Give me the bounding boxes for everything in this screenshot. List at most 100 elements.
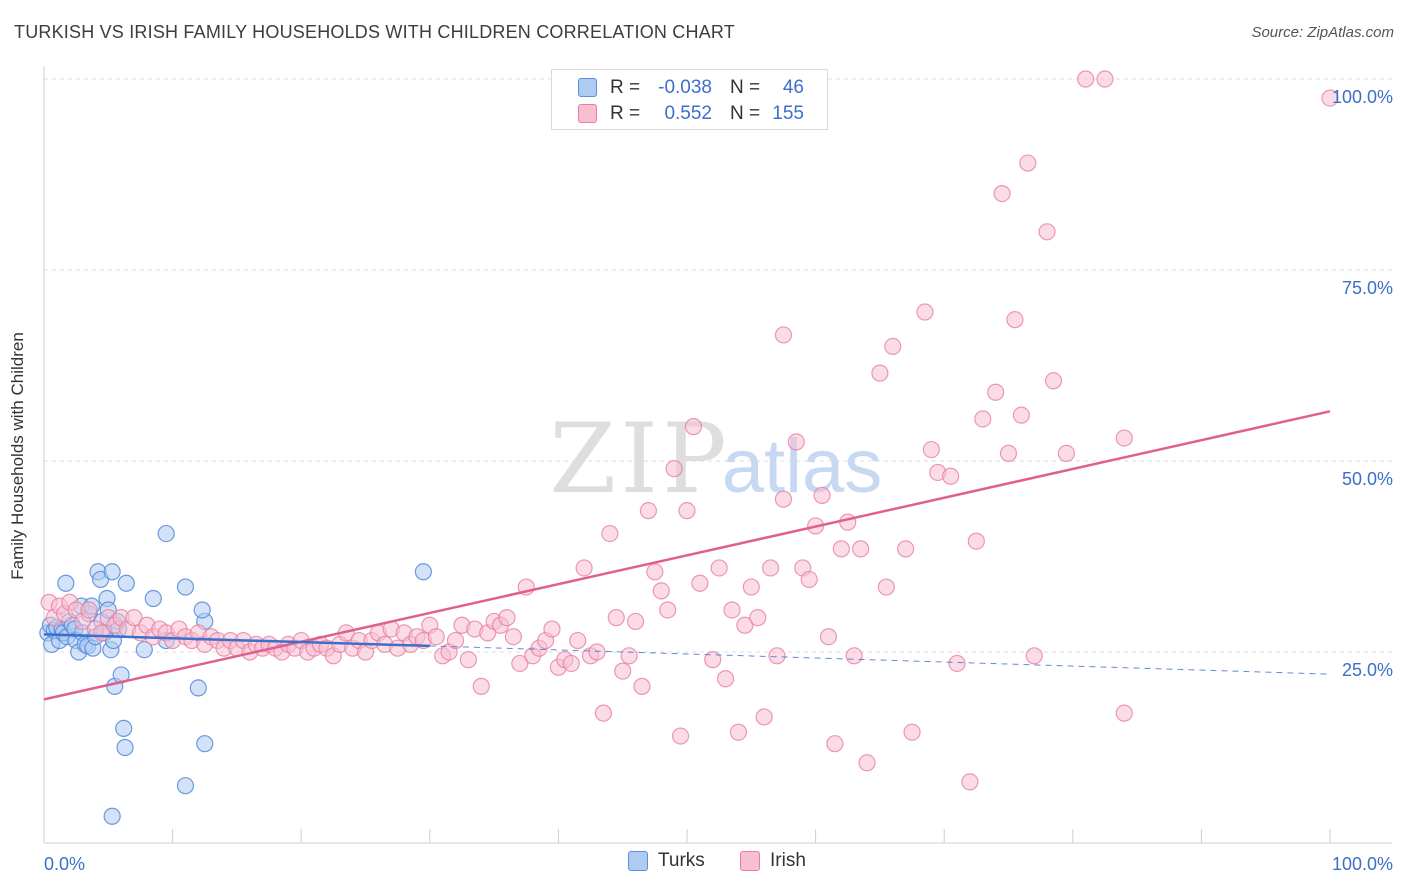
irish-point [504,628,522,646]
irish-point [1038,223,1056,241]
n-label: N = [730,77,761,98]
turks-point [189,679,207,697]
tick-labels: 100.0% 75.0% 50.0% 25.0% 0.0% 100.0% [44,87,1393,874]
legend-row-irish: R = 0.552 N = 155 [552,101,829,127]
turks-point [157,524,175,543]
irish-point [704,651,722,669]
irish-point [974,410,992,428]
turks-point [135,641,153,659]
irish-point [1057,444,1075,462]
turks-point [117,574,135,592]
irish-point [427,628,445,646]
legend-label-turks: Turks [658,850,705,871]
watermark-zip: ZIP [549,403,730,515]
irish-point [858,754,876,772]
irish-swatch [578,104,597,123]
irish-point [749,609,767,627]
n-label: N = [730,103,761,124]
turks-point [144,589,162,608]
source-label: Source: ZipAtlas.com [1251,24,1394,41]
irish-point [639,502,658,520]
irish-point [446,631,465,650]
irish-point [1115,704,1133,722]
irish-point [652,582,670,600]
irish-point [742,578,760,596]
irish-trend-line [43,410,1331,701]
irish-point [125,609,143,627]
irish-point [659,601,677,619]
trend-lines [43,410,1331,701]
y-tick-label: 25.0% [1342,660,1393,680]
correlation-legend: R = -0.038 N = 46 R = 0.552 N = 155 [551,69,828,130]
irish-point [819,628,838,646]
irish-point [710,559,728,577]
turks-point [116,738,134,757]
chart-title: TURKISH VS IRISH FAMILY HOUSEHOLDS WITH … [14,22,735,42]
irish-point [774,490,793,508]
turks-point [176,777,195,795]
n-value: 46 [782,77,804,98]
irish-point [459,651,477,669]
irish-point [498,609,516,627]
r-label: R = [610,77,641,98]
irish-point [884,337,902,355]
axes [43,66,1392,844]
irish-point [755,708,773,726]
irish-point [1025,647,1043,665]
irish-point [1044,372,1063,390]
legend-item-irish[interactable]: Irish [740,850,806,872]
irish-point [607,609,625,627]
irish-point [826,735,844,753]
r-label: R = [610,103,641,124]
irish-point [897,540,915,558]
turks-point [176,578,195,596]
x-tick-label: 0.0% [44,854,85,874]
legend-item-turks[interactable]: Turks [628,850,705,872]
irish-points [40,70,1339,791]
series-legend: Turks Irish [0,850,1406,880]
irish-point [1321,89,1339,107]
irish-point [871,364,889,382]
irish-point [768,647,786,665]
irish-point [614,662,632,680]
irish-point [961,773,979,791]
y-tick-label: 75.0% [1342,278,1393,298]
irish-point [736,616,754,634]
legend-label-irish: Irish [770,850,806,871]
irish-point [839,513,857,531]
irish-point [832,540,850,558]
irish-point [967,532,985,550]
turks-trend-line [43,633,430,648]
y-tick-label: 50.0% [1342,469,1393,489]
irish-point [569,631,587,650]
irish-point [646,563,664,581]
irish-point [562,654,580,673]
turks-point [196,735,214,753]
x-tick-label: 100.0% [1332,854,1393,874]
irish-point [665,460,683,478]
turks-point [57,574,75,592]
turks-swatch [628,851,648,871]
irish-point [787,433,805,451]
y-tick-label: 100.0% [1332,87,1393,107]
irish-point [942,467,960,485]
irish-point [999,444,1018,462]
irish-point [671,727,690,745]
irish-point [922,440,940,459]
irish-point [1006,311,1024,329]
irish-point [800,570,818,589]
irish-point [575,559,593,577]
irish-point [1019,154,1037,172]
r-value: 0.552 [664,103,712,124]
turks-point [115,719,133,738]
irish-point [916,303,934,321]
irish-point [601,524,619,543]
turks-point [103,563,121,581]
turks-swatch [578,78,597,97]
irish-point [472,677,490,695]
irish-point [813,486,831,504]
irish-point [1096,70,1114,88]
irish-point [845,647,863,665]
irish-point [761,559,780,577]
